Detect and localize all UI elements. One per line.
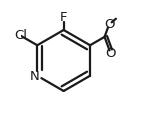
Text: O: O [105,47,116,60]
Text: F: F [60,11,67,24]
Text: Cl: Cl [14,29,27,42]
Text: O: O [104,18,114,31]
Text: N: N [29,70,39,83]
